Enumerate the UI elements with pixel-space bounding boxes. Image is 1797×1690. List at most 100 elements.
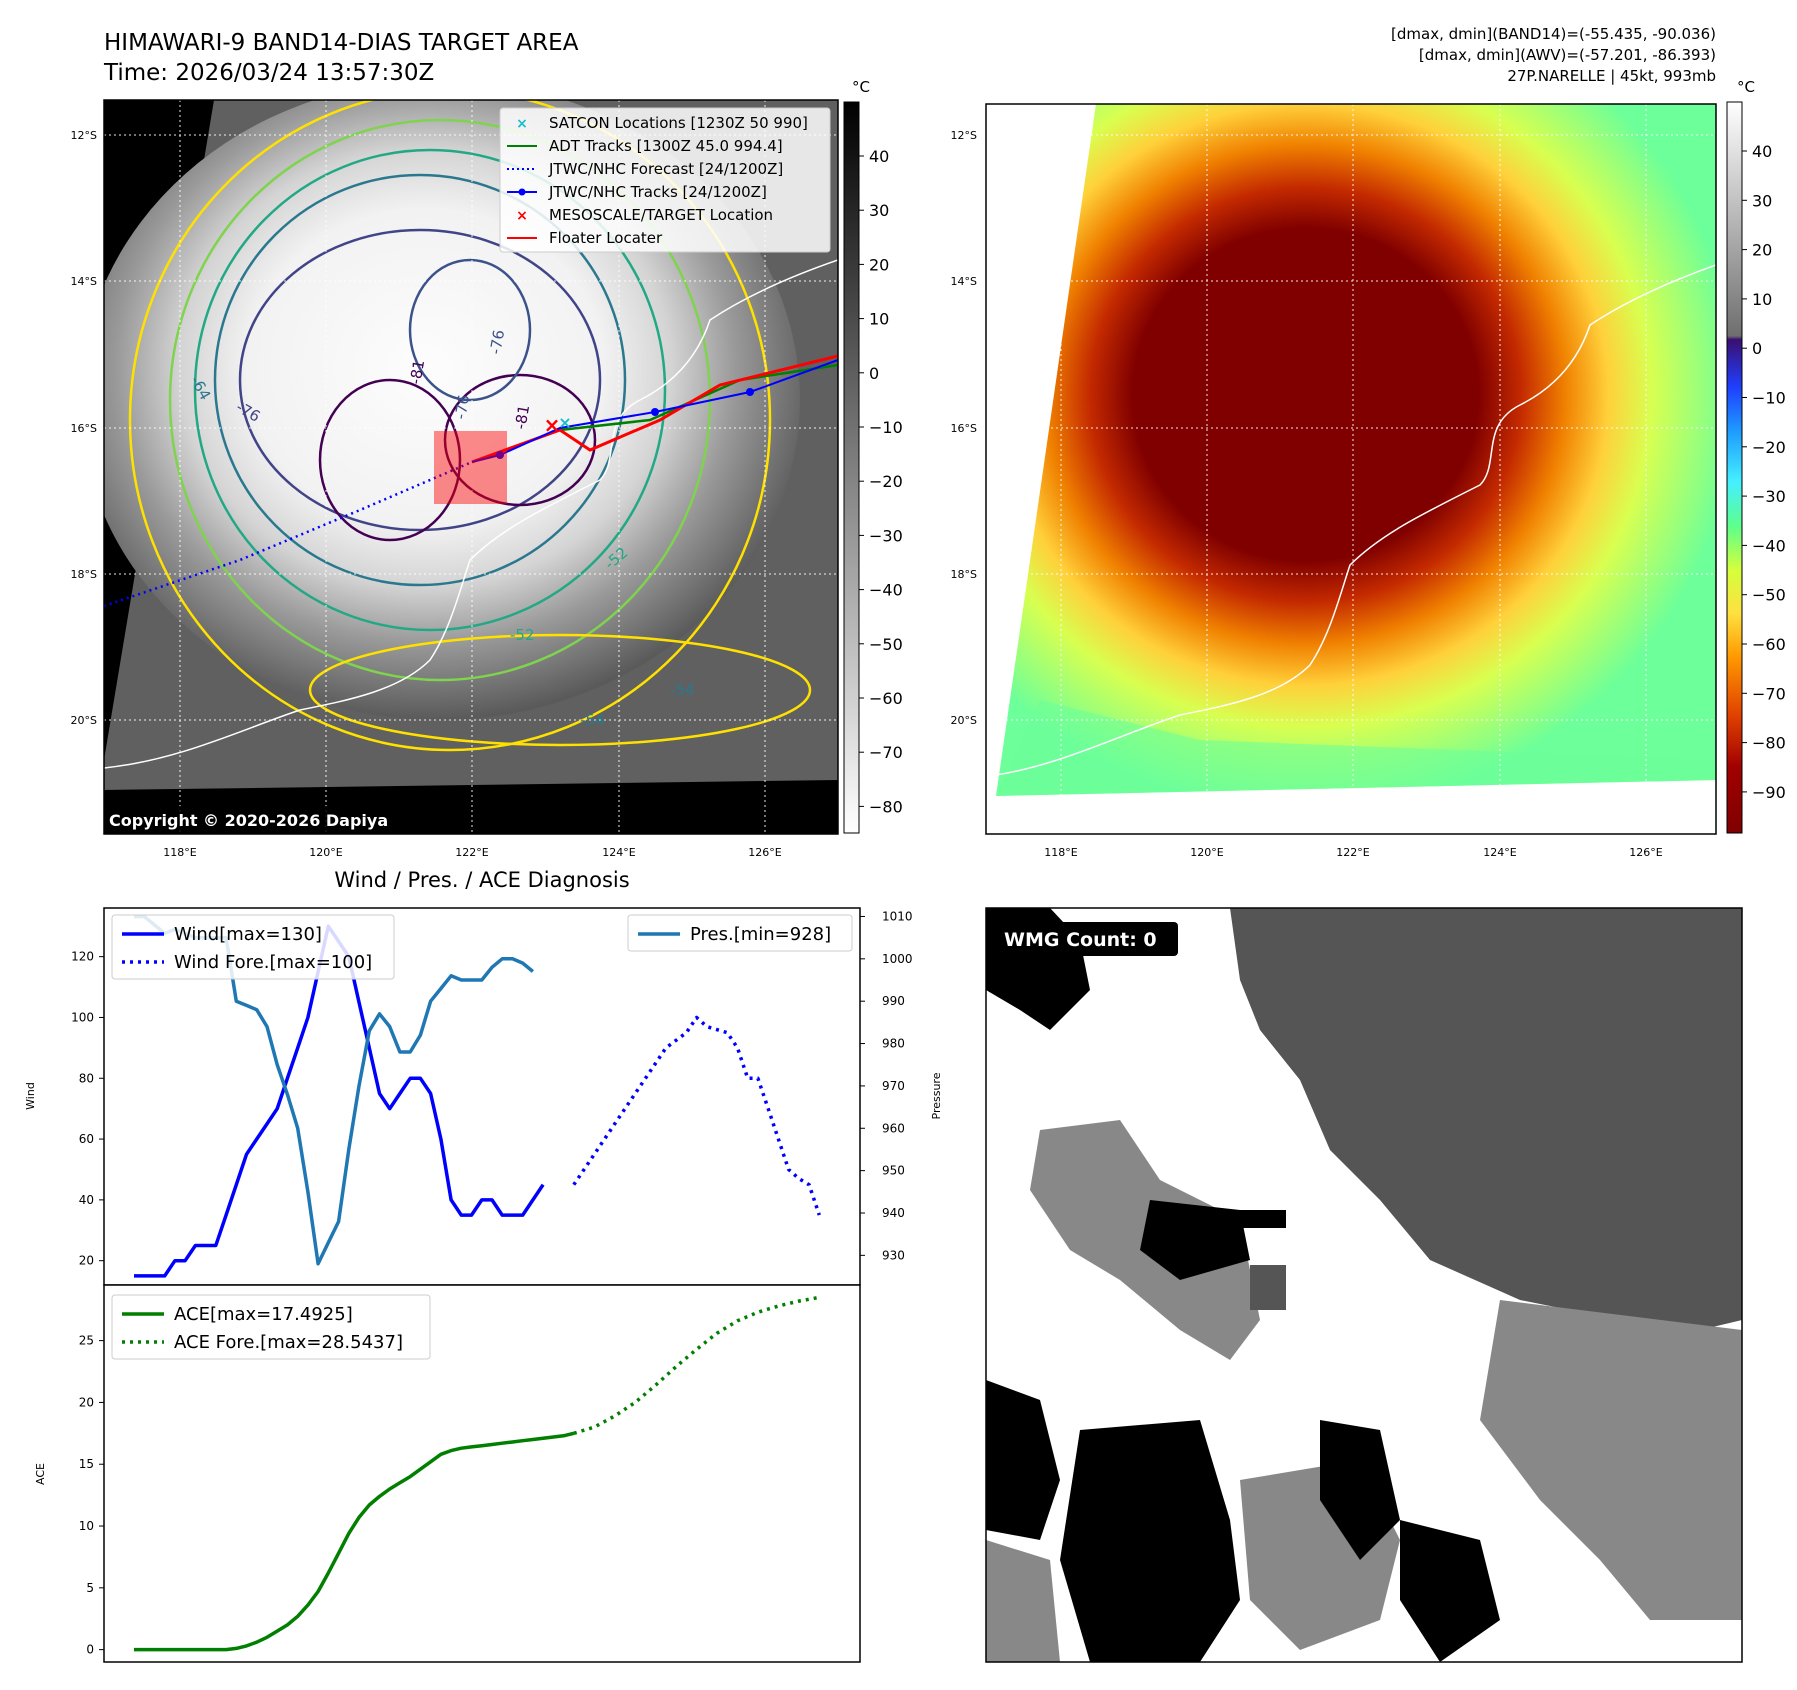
colorbar-tick-label: −60	[1752, 635, 1786, 654]
stats-line-2: [dmax, dmin](AWV)=(-57.201, -86.393)	[1419, 46, 1716, 64]
chart-title: Wind / Pres. / ACE Diagnosis	[334, 868, 629, 892]
colorbar-tick-label: 0	[869, 364, 879, 383]
lon-label: 118°E	[1044, 846, 1077, 859]
map-legend-box	[499, 107, 831, 253]
chart-legend-label: Wind[max=130]	[174, 924, 322, 945]
colorbar-tick-label: −40	[1752, 536, 1786, 555]
legend-label: ADT Tracks [1300Z 45.0 994.4]	[549, 137, 783, 155]
colorbar-tick-label: −80	[869, 797, 903, 816]
y-right-tick-label: 1000	[882, 952, 913, 966]
target-area-box	[434, 431, 507, 504]
colorbar-tick-label: −70	[869, 743, 903, 762]
jtwc-track-point	[746, 388, 754, 396]
map2-lat-labels: 12°S 14°S 16°S 18°S 20°S	[951, 129, 977, 727]
wmg-black-bar	[1150, 1210, 1286, 1228]
legend-label: JTWC/NHC Tracks [24/1200Z]	[548, 183, 767, 201]
lon-label: 122°E	[455, 846, 488, 859]
wmg-gray-region-4	[986, 1540, 1060, 1662]
y-tick-label: 10	[79, 1519, 94, 1533]
y-right-tick-label: 960	[882, 1121, 905, 1135]
colorbar-tick-label: 0	[1752, 339, 1762, 358]
lat-label: 16°S	[951, 422, 977, 435]
map-legend-entry: × MESOSCALE/TARGET Location	[516, 206, 773, 224]
wmg-dark-region	[1230, 908, 1742, 1330]
colorbar-tick-label: −30	[1752, 487, 1786, 506]
legend-label: MESOSCALE/TARGET Location	[549, 206, 773, 224]
map-legend-entry: Floater Locater	[507, 229, 663, 247]
y-tick-label: 5	[86, 1581, 94, 1595]
jtwc-track-point	[496, 451, 504, 459]
y-tick-label: 20	[79, 1254, 94, 1268]
wmg-dark-square	[1250, 1265, 1286, 1310]
lon-label: 126°E	[748, 846, 781, 859]
color-colorbar: °C 40 30 20 10 0 −10 −20 −30 −40 −50 −60 −70 −80 −90	[1726, 78, 1786, 834]
y-right-tick-label: 1010	[882, 909, 913, 923]
colorbar-tick-label: −50	[869, 635, 903, 654]
wmg-count-text: WMG Count: 0	[1004, 929, 1157, 951]
color-colorbar-fill	[1726, 101, 1743, 834]
grid-lines-map1	[104, 100, 838, 834]
colorbar-tick-label: −40	[869, 581, 903, 600]
contour-yellow	[128, 100, 772, 752]
gray-colorbar-unit: °C	[852, 78, 870, 96]
y-tick-label: 120	[71, 950, 94, 964]
chart-legend: Pres.[min=928]	[627, 914, 853, 952]
chart-legend-label: Pres.[min=928]	[690, 924, 831, 945]
contour-teal	[213, 173, 627, 587]
y-right-tick-label: 930	[882, 1248, 905, 1262]
colorbar-tick-label: 40	[869, 147, 889, 166]
contour-label: -52	[510, 626, 535, 644]
contour-blue	[238, 228, 602, 532]
color-colorbar-unit: °C	[1737, 78, 1755, 96]
wmg-panel: WMG Count: 0	[985, 907, 1743, 1663]
y-right-tick-label: 980	[882, 1037, 905, 1051]
gray-colorbar-fill	[843, 101, 860, 834]
colorbar-tick-label: −50	[1752, 586, 1786, 605]
colorbar-tick-label: −80	[1752, 734, 1786, 753]
awv-map-panel: 12°S 14°S 16°S 18°S 20°S 118°E 120°E 122…	[951, 103, 1717, 859]
colorbar-tick-label: 10	[869, 310, 889, 329]
lat-label: 14°S	[951, 275, 977, 288]
lat-label: 20°S	[951, 714, 977, 727]
map1-lat-labels: 12°S 14°S 16°S 18°S 20°S	[71, 129, 97, 727]
colorbar-tick-label: 10	[1752, 290, 1772, 309]
y-tick-label: 60	[79, 1132, 94, 1146]
gray-colorbar: °C 40 30 20 10 0 −10 −20 −30 −40 −50 −60 −70 −80	[843, 78, 903, 834]
wmg-black-region-4	[986, 1380, 1060, 1540]
legend-x-icon: ×	[516, 116, 528, 132]
y-right-tick-label: 990	[882, 994, 905, 1008]
legend-x-icon: ×	[516, 208, 528, 224]
chart-legend: ACE[max=17.4925] ACE Fore.[max=28.5437]	[111, 1294, 431, 1360]
awv-image-swath	[996, 104, 1716, 796]
lon-label: 124°E	[1483, 846, 1516, 859]
coastline	[104, 259, 838, 769]
lon-label: 124°E	[602, 846, 635, 859]
chart-legend-label: ACE Fore.[max=28.5437]	[174, 1332, 403, 1353]
lat-label: 12°S	[951, 129, 977, 142]
title-line-2: Time: 2026/03/24 13:57:30Z	[103, 60, 434, 86]
lon-label: 120°E	[309, 846, 342, 859]
map-legend-entry: × SATCON Locations [1230Z 50 990]	[516, 114, 808, 132]
contour-label: -76	[486, 328, 508, 355]
chart-legend-label: ACE[max=17.4925]	[174, 1304, 353, 1325]
legend-label: JTWC/NHC Forecast [24/1200Z]	[548, 160, 783, 178]
y-right-tick-label: 970	[882, 1079, 905, 1093]
contour-label: -81	[406, 358, 428, 385]
contour-purple-2	[443, 373, 597, 507]
lon-label: 122°E	[1336, 846, 1369, 859]
chart-legend-box	[627, 914, 853, 952]
chart-legend: Wind[max=130] Wind Fore.[max=100]	[111, 914, 395, 980]
chart-legend-label: Wind Fore.[max=100]	[174, 952, 372, 973]
lat-label: 18°S	[71, 568, 97, 581]
colorbar-tick-label: −30	[869, 526, 903, 545]
colorbar-tick-label: −20	[1752, 438, 1786, 457]
lon-label: 126°E	[1629, 846, 1662, 859]
map2-lon-labels: 118°E 120°E 122°E 124°E 126°E	[1044, 846, 1662, 859]
map-legend-entry: ADT Tracks [1300Z 45.0 994.4]	[507, 137, 783, 155]
lat-label: 20°S	[71, 714, 97, 727]
colorbar-tick-label: −20	[869, 472, 903, 491]
map-legend: × SATCON Locations [1230Z 50 990] ADT Trac…	[499, 107, 831, 253]
lat-label: 12°S	[71, 129, 97, 142]
stats-line-1: [dmax, dmin](BAND14)=(-55.435, -90.036)	[1391, 25, 1716, 43]
